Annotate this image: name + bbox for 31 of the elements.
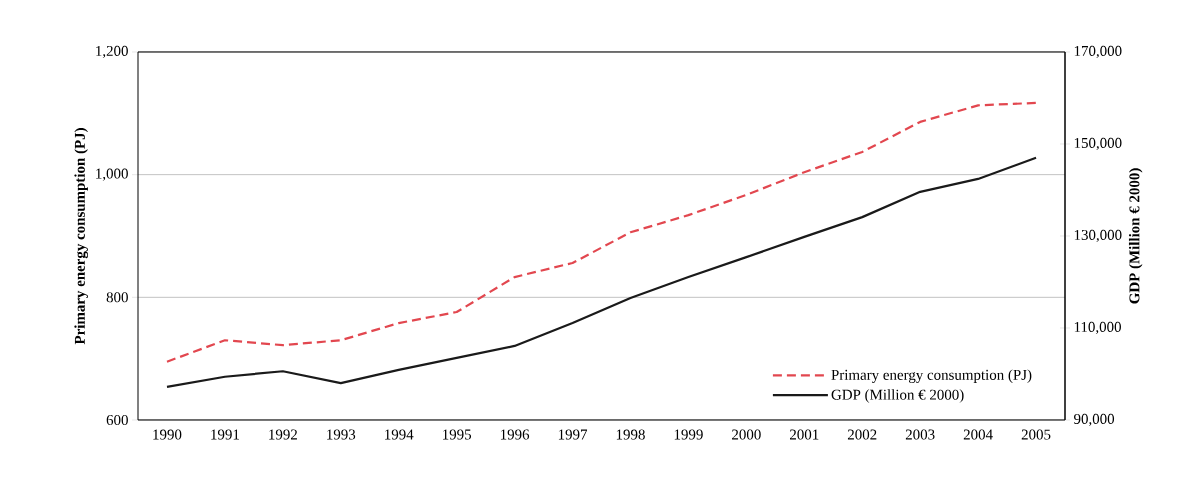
x-tick-label: 1994 (385, 429, 414, 440)
x-tick-label: 1998 (616, 429, 645, 440)
y2-tick-label: 170,000 (1074, 45, 1122, 59)
x-tick-label: 2004 (963, 429, 993, 440)
legend-label: Primary energy consumption (PJ) (831, 369, 1032, 383)
x-tick-label: 2003 (905, 429, 935, 440)
x-tick-label: 1990 (153, 429, 182, 440)
x-tick-label: 2000 (732, 429, 761, 440)
y2-tick-label: 110,000 (1074, 321, 1121, 335)
y-tick-label: 1,200 (96, 45, 128, 59)
x-tick-label: 2001 (790, 429, 819, 440)
x-tick-label: 1993 (327, 429, 356, 440)
y-tick-label: 1,000 (96, 168, 128, 181)
line-series (165, 156, 1038, 388)
x-tick-label: 1991 (211, 429, 239, 440)
y2-tick-label: 150,000 (1074, 137, 1122, 151)
y-axis-title: Primary energy consumption (PJ) (74, 128, 89, 345)
x-tick-label: 1999 (674, 429, 703, 440)
y2-tick-label: 130,000 (1074, 229, 1122, 243)
y-tick-label: 600 (106, 414, 128, 426)
x-tick-label: 1997 (558, 429, 588, 440)
x-tick-label: 1996 (500, 429, 530, 440)
y2-axis-title: GDP (Million € 2000) (1128, 168, 1143, 304)
y-tick-label: 800 (106, 292, 128, 303)
y2-tick-label: 90,000 (1074, 413, 1115, 427)
x-tick-label: 2002 (847, 429, 877, 440)
legend-label: GDP (Million € 2000) (831, 389, 964, 403)
x-tick-label: 2005 (1021, 429, 1051, 440)
line-series (165, 101, 1038, 363)
x-tick-label: 1995 (443, 429, 472, 440)
x-tick-label: 1992 (269, 429, 297, 440)
